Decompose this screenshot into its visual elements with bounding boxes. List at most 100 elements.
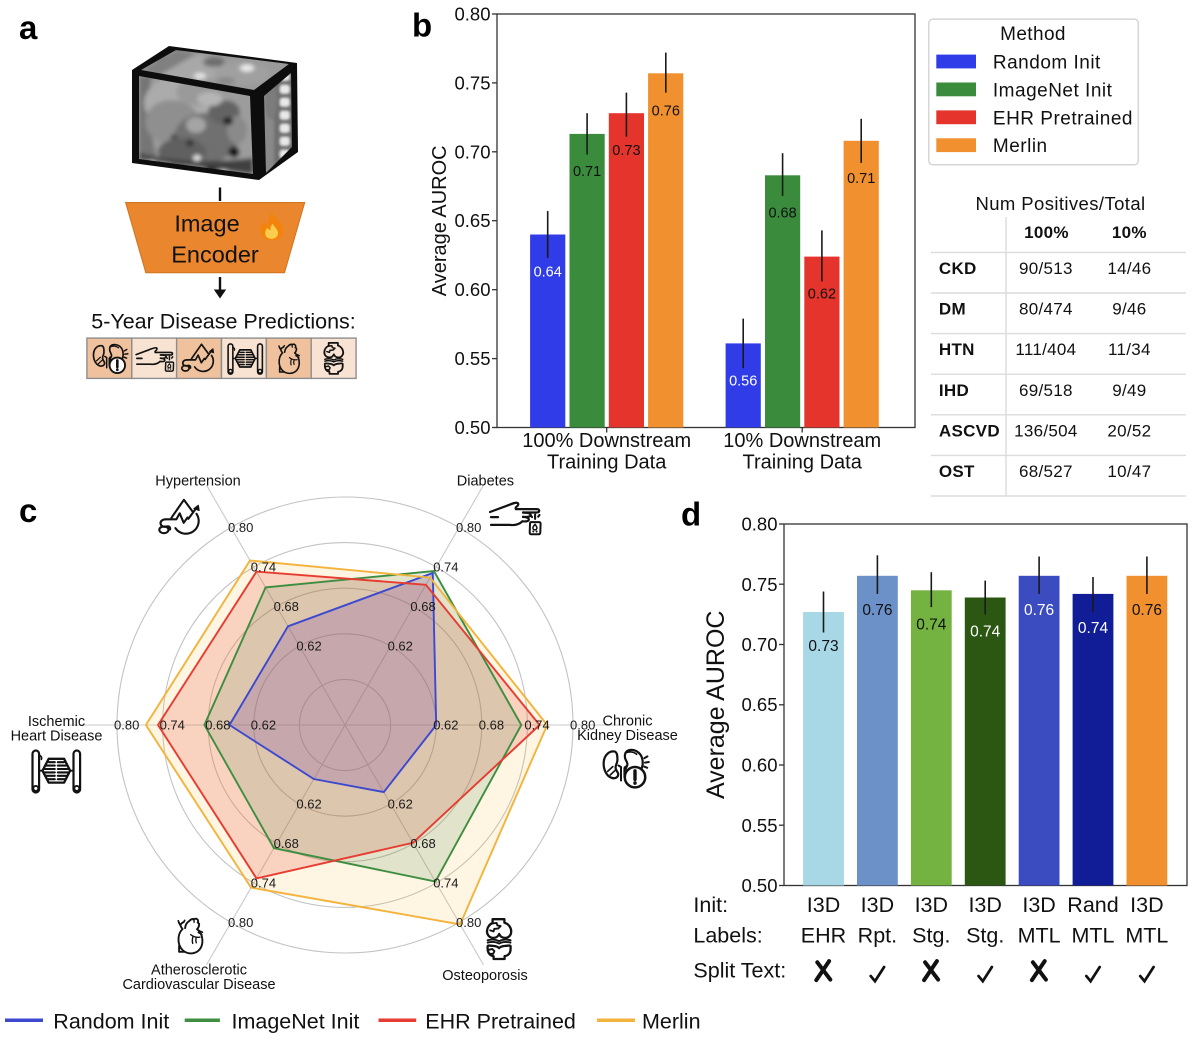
svg-text:0.68: 0.68 <box>479 717 504 732</box>
svg-text:0.68: 0.68 <box>205 717 230 732</box>
svg-text:0.74: 0.74 <box>433 559 458 574</box>
svg-text:0.62: 0.62 <box>388 796 413 811</box>
svg-text:IHD: IHD <box>939 381 969 400</box>
svg-text:Kidney Disease: Kidney Disease <box>577 728 678 744</box>
svg-text:Stg.: Stg. <box>912 924 950 948</box>
svg-text:Diabetes: Diabetes <box>457 474 514 490</box>
svg-text:Ischemic: Ischemic <box>28 714 85 730</box>
svg-text:10/47: 10/47 <box>1107 462 1151 481</box>
svg-text:Cardiovascular Disease: Cardiovascular Disease <box>122 977 275 993</box>
svg-text:EHR Pretrained: EHR Pretrained <box>993 108 1133 129</box>
svg-text:20/52: 20/52 <box>1107 421 1151 440</box>
svg-text:I3D: I3D <box>1022 893 1055 917</box>
svg-text:80/474: 80/474 <box>1019 300 1073 319</box>
svg-text:0.60: 0.60 <box>741 755 777 776</box>
svg-text:MTL: MTL <box>1072 924 1115 948</box>
svg-text:0.65: 0.65 <box>741 694 777 715</box>
svg-text:Image: Image <box>174 211 239 237</box>
svg-text:14/46: 14/46 <box>1107 259 1151 278</box>
svg-text:0.65: 0.65 <box>454 210 490 231</box>
svg-text:I3D: I3D <box>861 893 894 917</box>
svg-text:ImageNet Init: ImageNet Init <box>232 1010 360 1034</box>
svg-text:0.76: 0.76 <box>862 602 892 619</box>
svg-text:Training Data: Training Data <box>743 452 863 474</box>
svg-text:0.62: 0.62 <box>808 287 836 303</box>
svg-text:0.68: 0.68 <box>274 836 299 851</box>
svg-text:0.80: 0.80 <box>114 717 139 732</box>
svg-text:0.76: 0.76 <box>652 103 680 119</box>
svg-text:111/404: 111/404 <box>1015 340 1076 359</box>
svg-text:100% Downstream: 100% Downstream <box>522 430 691 452</box>
svg-text:Rpt.: Rpt. <box>858 924 897 948</box>
svg-text:0.70: 0.70 <box>741 634 777 655</box>
svg-text:0.80: 0.80 <box>454 4 490 25</box>
svg-text:100%: 100% <box>1024 223 1069 242</box>
svg-text:Encoder: Encoder <box>171 242 259 268</box>
svg-text:0.50: 0.50 <box>454 417 490 438</box>
svg-text:0.55: 0.55 <box>741 815 777 836</box>
svg-text:0.70: 0.70 <box>454 141 490 162</box>
svg-text:Random Init: Random Init <box>53 1010 169 1034</box>
svg-text:Split Text:: Split Text: <box>693 959 786 983</box>
svg-text:0.62: 0.62 <box>296 796 321 811</box>
svg-text:10%: 10% <box>1112 223 1147 242</box>
svg-text:Atherosclerotic: Atherosclerotic <box>151 963 247 979</box>
svg-text:0.80: 0.80 <box>228 915 253 930</box>
svg-text:0.62: 0.62 <box>433 717 458 732</box>
svg-text:Random Init: Random Init <box>993 53 1101 74</box>
svg-text:I3D: I3D <box>915 893 948 917</box>
svg-text:a: a <box>19 9 38 46</box>
svg-text:I3D: I3D <box>1130 893 1163 917</box>
svg-text:0.80: 0.80 <box>456 520 481 535</box>
svg-text:Merlin: Merlin <box>993 136 1048 157</box>
svg-text:HTN: HTN <box>939 340 975 359</box>
svg-text:0.74: 0.74 <box>160 717 185 732</box>
svg-text:10% Downstream: 10% Downstream <box>723 430 881 452</box>
svg-text:11/34: 11/34 <box>1108 340 1151 359</box>
svg-text:0.75: 0.75 <box>454 72 490 93</box>
svg-text:0.80: 0.80 <box>228 520 253 535</box>
svg-text:Heart Disease: Heart Disease <box>11 729 103 745</box>
svg-text:Hypertension: Hypertension <box>155 474 240 490</box>
svg-text:0.74: 0.74 <box>251 559 276 574</box>
svg-text:Average AUROC: Average AUROC <box>429 145 451 296</box>
svg-text:Labels:: Labels: <box>693 924 762 948</box>
svg-text:0.73: 0.73 <box>612 143 640 159</box>
svg-text:MTL: MTL <box>1018 924 1061 948</box>
svg-text:9/49: 9/49 <box>1112 381 1146 400</box>
svg-text:Init:: Init: <box>693 893 728 917</box>
svg-text:Method: Method <box>1000 24 1066 45</box>
svg-text:b: b <box>412 7 432 44</box>
svg-text:0.74: 0.74 <box>970 624 1001 641</box>
svg-text:0.50: 0.50 <box>741 875 777 896</box>
svg-text:0.68: 0.68 <box>410 836 435 851</box>
svg-text:0.71: 0.71 <box>847 171 875 187</box>
svg-text:MTL: MTL <box>1125 924 1168 948</box>
svg-text:0.68: 0.68 <box>768 205 796 221</box>
svg-text:0.55: 0.55 <box>454 348 490 369</box>
svg-text:0.74: 0.74 <box>1078 620 1109 637</box>
svg-text:0.71: 0.71 <box>573 164 601 180</box>
svg-text:0.74: 0.74 <box>916 616 947 633</box>
svg-text:5-Year Disease Predictions:: 5-Year Disease Predictions: <box>91 310 356 334</box>
svg-text:0.80: 0.80 <box>456 915 481 930</box>
svg-text:0.68: 0.68 <box>410 599 435 614</box>
svg-text:0.76: 0.76 <box>1024 602 1054 619</box>
svg-text:0.76: 0.76 <box>1132 602 1162 619</box>
svg-text:0.62: 0.62 <box>388 638 413 653</box>
svg-text:OST: OST <box>939 462 975 481</box>
svg-text:0.74: 0.74 <box>251 875 276 890</box>
svg-text:Rand: Rand <box>1067 893 1118 917</box>
svg-text:68/527: 68/527 <box>1019 462 1073 481</box>
svg-text:Merlin: Merlin <box>642 1010 701 1034</box>
svg-text:DM: DM <box>939 300 966 319</box>
svg-text:Osteoporosis: Osteoporosis <box>442 968 527 984</box>
svg-text:0.73: 0.73 <box>808 638 838 655</box>
svg-text:0.60: 0.60 <box>454 279 490 300</box>
svg-text:Num Positives/Total: Num Positives/Total <box>975 193 1145 214</box>
svg-text:EHR: EHR <box>801 924 846 948</box>
svg-text:0.74: 0.74 <box>433 875 458 890</box>
svg-text:0.68: 0.68 <box>274 599 299 614</box>
svg-text:CKD: CKD <box>939 259 977 278</box>
svg-text:0.80: 0.80 <box>741 514 777 535</box>
